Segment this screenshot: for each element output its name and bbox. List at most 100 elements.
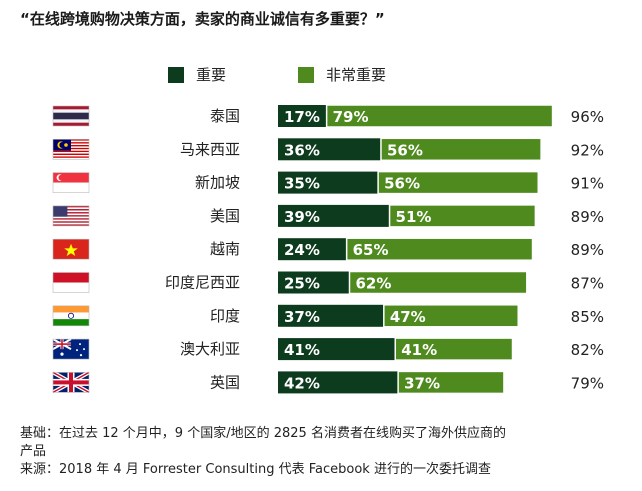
- bar-important: [278, 271, 350, 294]
- bar-very-important: [377, 170, 540, 195]
- bar-very-important: [348, 270, 528, 295]
- data-label-very-important: 41%: [401, 341, 437, 359]
- total-label: 91%: [571, 175, 604, 193]
- india-flag-border: [52, 305, 90, 327]
- usa-flag-part: [53, 215, 89, 217]
- vietnam-flag: [52, 238, 90, 260]
- malaysia-flag-part: [53, 155, 89, 157]
- total-label: 89%: [571, 208, 604, 226]
- vietnam-flag-star: [64, 243, 78, 256]
- malaysia-flag-crescent-cut: [59, 142, 66, 148]
- total-label: 89%: [571, 241, 604, 259]
- malaysia-flag-star: [64, 143, 68, 147]
- malaysia-flag-part: [53, 156, 89, 158]
- usa-flag-part: [53, 222, 89, 225]
- category-label: 美国: [210, 207, 240, 225]
- data-label-important: 17%: [284, 108, 320, 126]
- stacked-bar-chart: 泰国 17% 79% 96% 马来西亚 36% 56% 92% 新加坡 35% 56% 91% 美国 39…: [52, 104, 604, 395]
- data-label-very-important: 51%: [396, 208, 432, 226]
- bar-important: [278, 338, 396, 361]
- singapore-flag-part: [53, 182, 89, 193]
- usa-flag-part: [53, 224, 89, 226]
- india-flag-part: [53, 305, 89, 313]
- india-flag-part: [53, 319, 89, 326]
- bar-very-important: [388, 204, 537, 228]
- usa-flag-part: [53, 216, 89, 219]
- usa-flag-part: [53, 208, 89, 211]
- usa-flag-part: [53, 205, 89, 208]
- bar-very-important: [325, 104, 554, 128]
- category-label: 印度: [210, 307, 240, 325]
- chart-title: “在线跨境购物决策方面，卖家的商业诚信有多重要？”: [20, 10, 385, 28]
- category-label: 印度尼西亚: [165, 274, 240, 292]
- indonesia-flag-part: [53, 282, 89, 293]
- category-label: 马来西亚: [180, 140, 240, 158]
- australia-flag-border: [52, 338, 90, 360]
- data-label-important: 42%: [284, 374, 320, 392]
- data-label-important: 24%: [284, 241, 320, 259]
- australia-flag-star: [79, 354, 83, 357]
- data-label-very-important: 79%: [333, 108, 369, 126]
- uk-flag-part: [53, 380, 89, 385]
- malaysia-flag: [52, 139, 90, 160]
- usa-flag: [52, 205, 90, 227]
- vietnam-flag-border: [52, 238, 90, 260]
- data-label-important: 36%: [284, 141, 320, 159]
- total-label: 79%: [571, 374, 604, 392]
- australia-flag-part: [53, 343, 71, 345]
- usa-flag-part: [53, 205, 68, 217]
- usa-flag-part: [53, 213, 89, 216]
- usa-flag-part: [53, 221, 89, 223]
- data-label-very-important: 56%: [387, 141, 423, 159]
- indonesia-flag-part: [53, 272, 89, 283]
- uk-flag-border: [52, 372, 90, 393]
- usa-flag-part: [53, 212, 89, 214]
- data-label-important: 39%: [284, 208, 320, 226]
- bar-important: [278, 138, 381, 161]
- malaysia-flag-part: [53, 152, 89, 154]
- legend-item-very-important: 非常重要: [298, 64, 386, 85]
- bar-very-important: [397, 370, 505, 395]
- bar-very-important: [394, 337, 514, 361]
- malaysia-flag-part: [53, 157, 89, 160]
- total-label: 85%: [571, 308, 604, 326]
- data-label-very-important: 56%: [384, 175, 420, 193]
- usa-flag-part: [53, 210, 89, 213]
- australia-flag-star: [76, 349, 78, 352]
- bar-very-important: [380, 137, 542, 162]
- malaysia-flag-part: [53, 150, 89, 153]
- indonesia-flag: [52, 272, 90, 293]
- usa-flag-part: [53, 218, 89, 220]
- data-label-very-important: 65%: [353, 241, 389, 259]
- data-label-very-important: 62%: [356, 275, 392, 293]
- singapore-flag-crescent-cut: [58, 174, 65, 181]
- category-label: 新加坡: [195, 174, 240, 192]
- malaysia-flag-part: [53, 153, 89, 156]
- legend-swatch-important: [168, 66, 184, 83]
- legend-label-important: 重要: [196, 66, 227, 84]
- bar-important: [278, 171, 379, 194]
- singapore-flag-border: [52, 172, 90, 193]
- legend-item-important: 重要: [168, 64, 226, 85]
- bar-very-important: [383, 304, 519, 328]
- data-label-very-important: 47%: [390, 308, 426, 326]
- bar-important: [278, 238, 347, 261]
- india-flag: [52, 305, 90, 327]
- thailand-flag-border: [52, 105, 90, 127]
- usa-flag-part: [53, 219, 89, 222]
- india-flag-chakra: [67, 312, 74, 319]
- total-label: 92%: [571, 141, 604, 159]
- total-label: 96%: [571, 108, 604, 126]
- indonesia-flag-border: [52, 272, 90, 293]
- singapore-flag: [52, 172, 90, 193]
- usa-flag-border: [52, 205, 90, 227]
- australia-flag-star: [79, 343, 81, 346]
- thailand-flag-part: [53, 112, 89, 120]
- bar-very-important: [345, 237, 534, 261]
- bar-important: [278, 105, 327, 127]
- uk-flag: [52, 370, 90, 395]
- total-label: 82%: [571, 341, 604, 359]
- data-label-important: 41%: [284, 341, 320, 359]
- category-label: 澳大利亚: [180, 340, 240, 358]
- basis-note-line2: 产品: [20, 444, 47, 459]
